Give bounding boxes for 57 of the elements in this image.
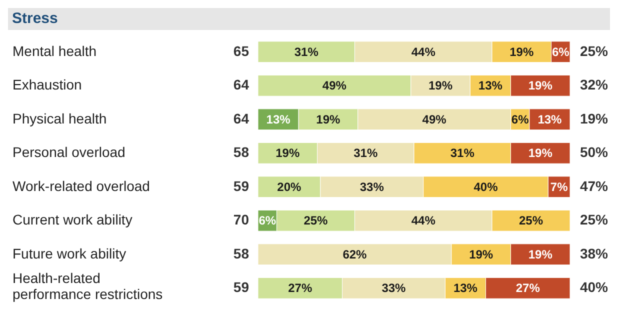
- data-label: 62%: [342, 247, 368, 262]
- data-label: 33%: [360, 180, 384, 194]
- text: 40%: [580, 279, 609, 296]
- data-label: 31%: [294, 44, 319, 59]
- y-tick-label: Physical health: [12, 110, 107, 126]
- text: 70: [233, 212, 250, 228]
- text: 64: [233, 76, 250, 93]
- text: 59: [233, 279, 250, 296]
- text: 19%: [580, 110, 609, 126]
- data-label: 44%: [411, 214, 436, 228]
- data-label: 13%: [266, 112, 291, 126]
- data-label: 19%: [528, 247, 553, 262]
- data-label: 6%: [552, 44, 570, 59]
- y-tick-label: Personal overload: [12, 144, 126, 160]
- data-label: 27%: [516, 281, 540, 296]
- y-tick-label: Health-related performance restrictions: [12, 270, 163, 302]
- data-label: 19%: [510, 44, 534, 59]
- y-tick-label: Mental health: [12, 42, 97, 59]
- text: 25%: [580, 42, 609, 59]
- data-label: 19%: [316, 112, 341, 126]
- data-label: 49%: [322, 78, 347, 93]
- text: 25%: [580, 212, 609, 228]
- text: 47%: [580, 178, 609, 194]
- data-label: 7%: [550, 180, 568, 194]
- data-label: 33%: [382, 281, 406, 296]
- data-label: 31%: [450, 146, 475, 160]
- data-label: 6%: [511, 112, 530, 126]
- text: 32%: [580, 76, 609, 93]
- data-label: 25%: [518, 214, 544, 228]
- data-label: 13%: [538, 112, 562, 126]
- data-label: 19%: [528, 78, 553, 93]
- data-label: 49%: [422, 112, 447, 126]
- y-tick-label: Future work ability: [12, 245, 126, 262]
- data-label: 25%: [304, 214, 328, 228]
- text: 65: [233, 42, 250, 59]
- data-label: 19%: [469, 247, 494, 262]
- data-label: 20%: [277, 180, 302, 194]
- data-label: 27%: [288, 281, 312, 296]
- text: 38%: [580, 245, 609, 262]
- data-label: 19%: [276, 146, 300, 160]
- text: 50%: [580, 144, 609, 160]
- text: 64: [233, 110, 250, 126]
- data-label: 40%: [474, 180, 498, 194]
- y-tick-label: Current work ability: [12, 212, 132, 228]
- data-label: 13%: [453, 281, 478, 296]
- data-label: 19%: [528, 146, 553, 160]
- text: 59: [233, 178, 250, 194]
- text: 58: [233, 144, 250, 160]
- y-tick-label: Exhaustion: [12, 76, 82, 93]
- y-tick-label: Work-related overload: [12, 178, 150, 194]
- text: Stress: [8, 8, 610, 30]
- data-label: 13%: [478, 78, 503, 93]
- text: 58: [233, 245, 250, 262]
- data-label: 19%: [428, 78, 453, 93]
- data-label: 6%: [258, 214, 276, 228]
- data-label: 44%: [411, 44, 436, 59]
- data-label: 31%: [354, 146, 378, 160]
